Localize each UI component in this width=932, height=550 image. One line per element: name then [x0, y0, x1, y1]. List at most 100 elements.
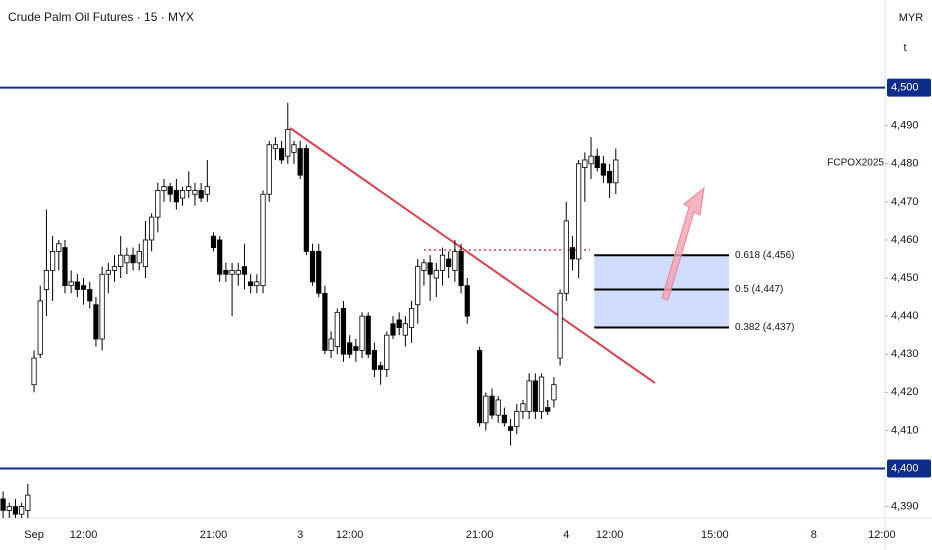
candle-body [569, 247, 576, 260]
level-tag [887, 459, 931, 478]
candle-body [464, 285, 470, 317]
candle-body [359, 315, 365, 351]
candle-body [74, 281, 80, 290]
candle-body [80, 285, 87, 290]
candle-body [495, 399, 501, 416]
candle-body [56, 243, 62, 252]
candle-body [31, 357, 37, 386]
candle-body [340, 308, 347, 355]
y-tick-label: 4,390 [891, 500, 919, 512]
candle-body [229, 270, 235, 275]
x-tick-label: 3 [297, 529, 303, 541]
candle-body [507, 426, 514, 431]
candle-body [186, 186, 192, 191]
y-tick-label: 4,490 [891, 120, 919, 132]
x-tick-label: 12:00 [596, 529, 624, 541]
symbol-label: FCPOX2025 [827, 158, 884, 169]
candle-body [241, 266, 248, 275]
candle-body [155, 190, 161, 218]
candle-body [452, 250, 458, 271]
candle-body [204, 186, 210, 195]
x-tick-label: 4 [563, 529, 569, 541]
candle-body [384, 334, 390, 370]
candle-body [588, 155, 594, 165]
candle-body [0, 498, 6, 511]
candle-body [12, 506, 19, 515]
candle-body [613, 159, 619, 184]
candle-body [99, 273, 105, 340]
candle-body [582, 159, 588, 168]
y-tick-label: 4,420 [891, 386, 919, 398]
currency[interactable]: MYR [899, 12, 924, 24]
x-tick-label: 15:00 [701, 529, 729, 541]
y-tick-label: 4,410 [891, 424, 919, 436]
x-tick-label: 12:00 [336, 529, 364, 541]
candle-body [396, 319, 402, 328]
candle-body [19, 506, 25, 515]
candle-body [248, 281, 254, 287]
y-tick-label: 4,450 [891, 272, 919, 284]
candle-body [124, 254, 130, 264]
candle-body [309, 250, 316, 283]
candle-body [179, 190, 186, 199]
x-tick-label: 21:00 [466, 529, 494, 541]
arrow [661, 186, 705, 301]
candle-body [149, 216, 155, 241]
candle-body [142, 239, 149, 268]
candle-body [173, 190, 179, 203]
candle-body [520, 403, 526, 412]
candle-body [285, 129, 291, 157]
candle-body [130, 254, 136, 264]
y-tick-label: 4,480 [891, 158, 919, 170]
candle-body [260, 193, 266, 287]
candle-body [161, 186, 167, 191]
candle-body [25, 494, 31, 511]
y-tick-label: 4,430 [891, 348, 919, 360]
fib-label: 0.618 (4,456) [735, 250, 795, 261]
candle-body [489, 395, 495, 416]
candle-body [272, 144, 279, 149]
level-label: 4,400 [891, 462, 919, 474]
x-tick-label: 12:00 [868, 529, 896, 541]
candle-body [551, 384, 557, 401]
candle-body [347, 342, 353, 355]
candle-body [415, 266, 421, 306]
candle-body [408, 308, 415, 328]
candle-body [353, 346, 359, 351]
candle-body [37, 300, 43, 355]
fib-label: 0.5 (4,447) [735, 284, 783, 295]
candle-body [217, 239, 223, 275]
candle-body [278, 148, 285, 161]
candle-body [365, 315, 371, 355]
unit-button[interactable]: t [903, 42, 906, 54]
x-tick-label: 8 [811, 529, 817, 541]
candle-body [105, 270, 111, 275]
candle-body [390, 323, 396, 336]
candle-body [378, 365, 384, 370]
candle-body [514, 410, 520, 427]
candle-body [446, 258, 452, 268]
candle-body [43, 270, 50, 290]
candle-body [600, 163, 607, 176]
candle-body [458, 250, 464, 287]
candle-body [50, 250, 56, 271]
x-tick-label: Sep [24, 529, 44, 541]
candle-body [6, 506, 12, 511]
y-tick-label: 4,440 [891, 310, 919, 322]
candle-body [266, 144, 272, 195]
x-tick-label: 21:00 [200, 529, 228, 541]
fib-zone [594, 255, 729, 328]
y-tick-label: 4,470 [891, 196, 919, 208]
plot-area [0, 102, 729, 518]
candle-body [254, 281, 260, 287]
candle-body [557, 292, 563, 359]
candle-body [532, 380, 538, 412]
candle-body [501, 414, 507, 424]
candle-body [62, 247, 68, 287]
candle-body [68, 281, 74, 287]
y-tick-label: 4,460 [891, 234, 919, 246]
candle-body [606, 170, 613, 184]
candle-body [545, 407, 551, 412]
candle-body [111, 266, 118, 271]
